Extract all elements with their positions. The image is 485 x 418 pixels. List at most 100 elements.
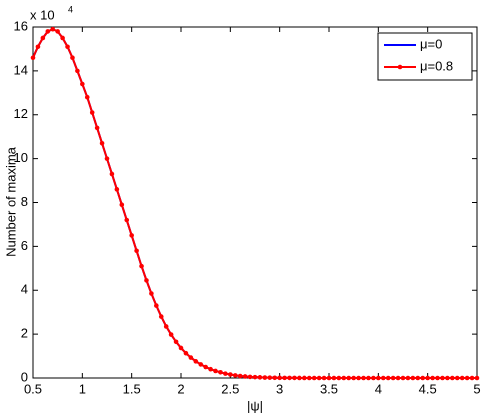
point <box>40 35 46 41</box>
point <box>30 55 36 61</box>
point <box>252 374 258 380</box>
point <box>94 125 100 131</box>
x-tick-label: 2.5 <box>221 381 239 396</box>
point <box>262 375 268 380</box>
point <box>149 291 154 296</box>
x-tick-label: 3 <box>276 381 283 396</box>
point <box>80 81 85 87</box>
point <box>134 248 139 254</box>
point <box>228 372 233 377</box>
point <box>267 375 273 380</box>
point <box>203 364 208 370</box>
point <box>129 233 134 238</box>
point <box>331 375 337 381</box>
point <box>311 375 317 381</box>
point <box>430 375 435 381</box>
point <box>366 375 371 381</box>
point <box>35 44 41 50</box>
legend-label: μ=0.8 <box>420 58 453 73</box>
point <box>302 375 307 381</box>
legend-box <box>377 32 473 81</box>
point <box>292 375 297 381</box>
point <box>356 375 361 381</box>
point <box>183 350 189 356</box>
point <box>316 375 322 381</box>
point <box>336 375 342 381</box>
point <box>55 29 60 34</box>
point <box>178 345 184 351</box>
point <box>277 375 282 381</box>
point <box>247 374 253 380</box>
y-tick-label: 8 <box>21 194 28 209</box>
y-axis-label: Number of maxima <box>3 146 18 257</box>
point <box>459 375 465 381</box>
y-multiplier-exponent: 4 <box>68 4 73 14</box>
point <box>124 217 130 223</box>
point <box>287 375 292 381</box>
x-tick-label: 3.5 <box>320 381 338 396</box>
point <box>119 202 125 207</box>
point <box>425 375 430 381</box>
point <box>84 94 90 100</box>
point <box>65 44 70 50</box>
y-tick-label: 2 <box>21 326 28 341</box>
point <box>232 373 238 378</box>
point <box>341 375 347 381</box>
point <box>272 375 278 381</box>
point <box>297 375 302 381</box>
point <box>464 375 470 381</box>
point <box>50 26 56 32</box>
point <box>114 187 120 192</box>
legend-label: μ=0 <box>420 36 442 51</box>
point <box>380 375 386 381</box>
point <box>188 355 194 360</box>
point <box>173 339 179 345</box>
point <box>400 375 406 381</box>
y-tick-label: 10 <box>14 150 28 165</box>
point <box>139 263 144 269</box>
point <box>376 375 381 381</box>
point <box>395 375 401 381</box>
x-tick-label: 1 <box>79 381 86 396</box>
point <box>99 140 105 146</box>
point <box>282 375 287 381</box>
point <box>385 375 391 381</box>
plot-area <box>32 26 478 379</box>
point <box>474 375 480 381</box>
x-tick-label: 5 <box>473 381 480 396</box>
x-tick-label: 4.5 <box>419 381 437 396</box>
x-axis-label: |ψ| <box>247 398 263 413</box>
x-tick-label: 1.5 <box>123 381 141 396</box>
point <box>198 362 204 367</box>
point <box>45 29 51 34</box>
y-multiplier: x 10 <box>30 7 55 22</box>
point <box>346 375 352 381</box>
point <box>168 332 174 337</box>
point <box>390 375 396 381</box>
point <box>109 171 115 177</box>
point <box>405 375 411 381</box>
point <box>257 375 263 380</box>
point <box>154 303 159 308</box>
y-tick-label: 12 <box>14 106 28 121</box>
point <box>440 375 445 381</box>
point <box>361 375 366 381</box>
point <box>223 371 228 376</box>
legend-marker <box>397 64 403 70</box>
point <box>70 55 75 61</box>
x-tick-label: 0.5 <box>24 381 42 396</box>
y-tick-label: 16 <box>14 18 28 33</box>
point <box>450 375 455 381</box>
point <box>163 324 169 329</box>
point <box>75 68 80 74</box>
point <box>208 366 213 372</box>
point <box>371 375 376 381</box>
point <box>242 374 248 379</box>
point <box>237 373 243 379</box>
point <box>104 156 110 161</box>
point <box>158 314 164 319</box>
point <box>454 375 460 381</box>
y-tick-label: 4 <box>21 282 28 297</box>
y-tick-label: 0 <box>21 369 28 384</box>
